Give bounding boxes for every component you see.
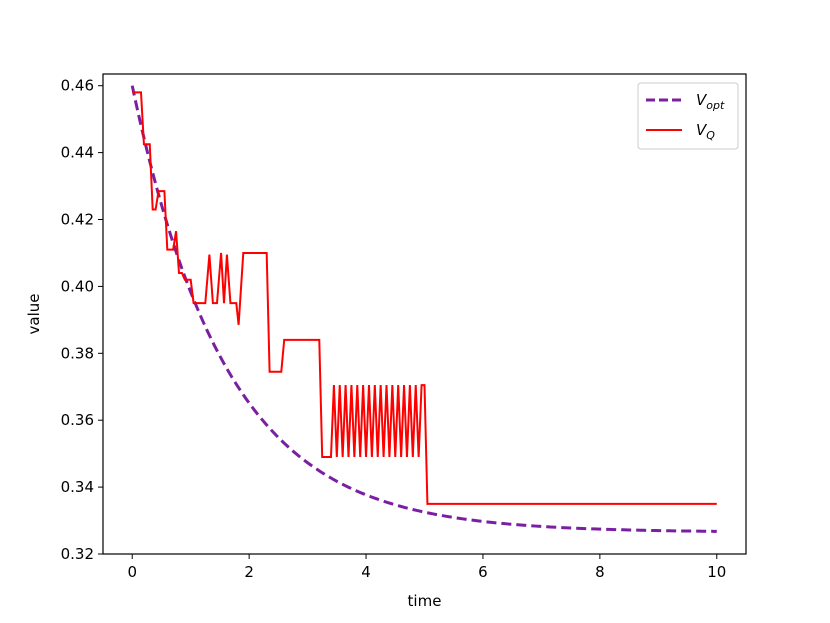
legend-label-vopt: Vopt bbox=[696, 91, 725, 112]
y-tick-label: 0.38 bbox=[61, 344, 94, 362]
x-tick-label: 4 bbox=[361, 563, 371, 581]
y-tick-label: 0.46 bbox=[61, 77, 94, 95]
y-tick-label: 0.44 bbox=[61, 144, 94, 162]
x-tick-label: 8 bbox=[595, 563, 605, 581]
legend-label-vq: VQ bbox=[696, 121, 715, 142]
x-tick-label: 0 bbox=[127, 563, 137, 581]
legend: Vopt VQ bbox=[637, 82, 739, 150]
legend-label-vq-sub: Q bbox=[706, 129, 715, 142]
x-tick-label: 2 bbox=[244, 563, 254, 581]
y-axis: 0.32 0.34 0.36 0.38 0.40 0.42 0.44 0.46 bbox=[61, 77, 103, 563]
series-line-vq bbox=[132, 91, 717, 505]
legend-label-vopt-sub: opt bbox=[706, 99, 725, 112]
legend-label-vq-main: V bbox=[696, 121, 708, 139]
y-tick-label: 0.36 bbox=[61, 411, 94, 429]
y-tick-label: 0.32 bbox=[61, 545, 94, 563]
plot-area-frame bbox=[102, 73, 747, 555]
series-layer bbox=[130, 85, 717, 533]
legend-label-vopt-main: V bbox=[696, 91, 708, 109]
x-tick-label: 6 bbox=[478, 563, 488, 581]
y-axis-label: value bbox=[25, 294, 43, 335]
y-tick-label: 0.40 bbox=[61, 277, 94, 295]
x-tick-label: 10 bbox=[707, 563, 726, 581]
legend-box bbox=[637, 82, 739, 150]
y-tick-label: 0.42 bbox=[61, 211, 94, 229]
x-axis-label: time bbox=[408, 592, 442, 610]
y-tick-label: 0.34 bbox=[61, 478, 94, 496]
x-axis: 0 2 4 6 8 10 bbox=[127, 554, 726, 581]
series-line-vopt bbox=[130, 85, 717, 533]
